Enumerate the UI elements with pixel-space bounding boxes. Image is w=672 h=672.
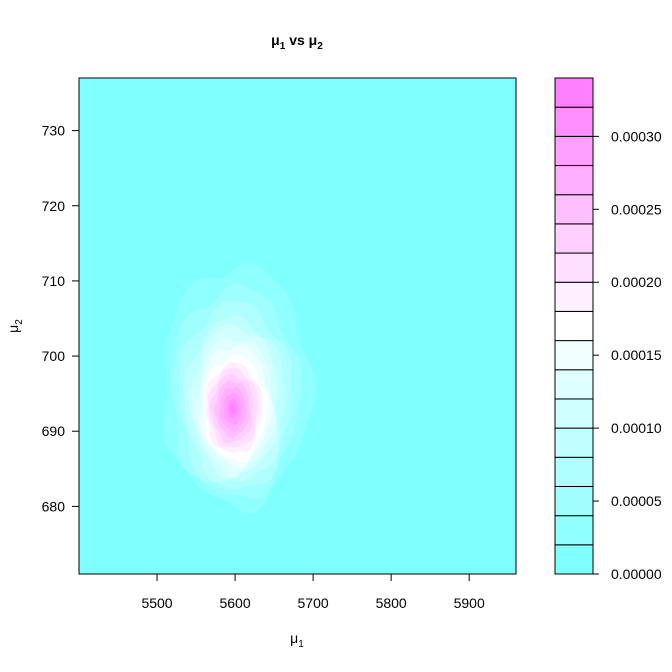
colorbar-swatch — [554, 427, 594, 458]
colorbar-tick-label: 0.00005 — [611, 493, 662, 509]
colorbar-swatch — [554, 398, 594, 429]
colorbar-swatch — [554, 281, 594, 312]
colorbar-swatch — [554, 194, 594, 225]
colorbar-swatch — [554, 485, 594, 517]
colorbar-swatch — [554, 252, 594, 283]
density-region — [230, 403, 236, 414]
y-tick-label: 700 — [42, 348, 66, 364]
plot-frame — [78, 77, 517, 575]
y-tick-label: 730 — [42, 123, 66, 139]
y-axis-label: μ2 — [5, 319, 25, 333]
colorbar-swatch — [554, 135, 594, 167]
y-axis: 680 690 700 710 720 730 — [42, 123, 79, 514]
x-tick-label: 5900 — [454, 595, 485, 611]
colorbar-legend: 0.00000 0.00005 0.00010 0.00015 0.00020 0.000… — [554, 77, 662, 582]
x-tick-label: 5700 — [298, 595, 329, 611]
colorbar-swatch — [554, 223, 594, 254]
colorbar-swatch — [554, 165, 594, 196]
x-axis-label: μ1 — [290, 630, 304, 650]
y-tick-label: 720 — [42, 198, 66, 214]
colorbar-swatch — [554, 544, 594, 575]
colorbar-swatch — [554, 456, 594, 487]
colorbar-swatch — [554, 340, 594, 371]
colorbar-tick-label: 0.00030 — [611, 128, 662, 144]
colorbar-frame — [554, 77, 594, 575]
x-axis: 5500 5600 5700 5800 5900 — [141, 574, 485, 611]
y-tick-label: 680 — [42, 498, 66, 514]
x-tick-label: 5500 — [141, 595, 172, 611]
plot-area — [79, 78, 516, 574]
colorbar-tick-label: 0.00025 — [611, 201, 662, 217]
x-tick-label: 5800 — [376, 595, 407, 611]
chart-title: μ1 vs μ2 — [271, 32, 323, 52]
colorbar-swatch — [554, 515, 594, 546]
colorbar-swatch — [554, 310, 594, 342]
colorbar-tick-label: 0.00010 — [611, 420, 662, 436]
colorbar-tick-label: 0.00000 — [611, 566, 662, 582]
colorbar-tick-label: 0.00020 — [611, 274, 662, 290]
colorbar-swatch — [554, 106, 594, 137]
y-tick-label: 690 — [42, 423, 66, 439]
colorbar-tick-label: 0.00015 — [611, 347, 662, 363]
y-tick-label: 710 — [42, 273, 66, 289]
x-tick-label: 5600 — [219, 595, 250, 611]
colorbar-swatch — [554, 77, 594, 108]
colorbar-swatch — [554, 369, 594, 400]
